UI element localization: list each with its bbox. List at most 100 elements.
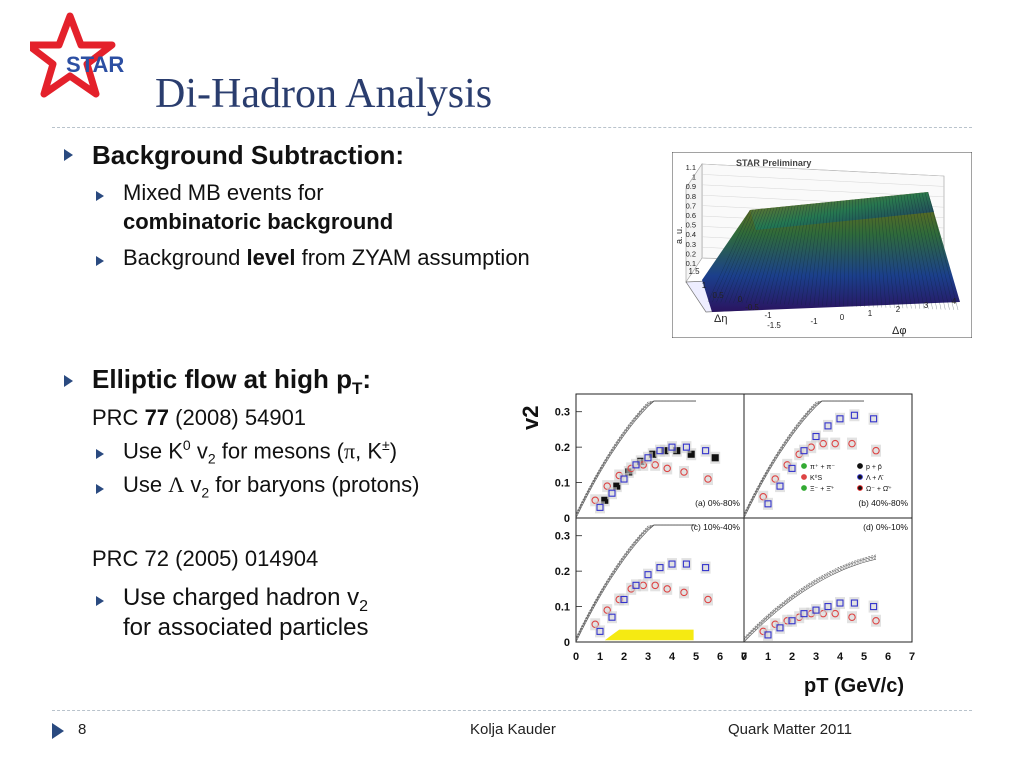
v2-syst-box bbox=[700, 444, 711, 457]
surface-gridline bbox=[701, 163, 945, 177]
v2-syst-box bbox=[638, 458, 649, 471]
surface-mesh-line bbox=[758, 206, 787, 304]
surface-mesh-line bbox=[826, 201, 835, 306]
surface-mesh-line bbox=[891, 195, 908, 309]
v2-panel-label: (d) 0%-10% bbox=[863, 522, 908, 532]
surface-mesh-line bbox=[767, 205, 793, 304]
v2-marker bbox=[651, 461, 659, 469]
v2-marker bbox=[702, 447, 710, 455]
v2-marker bbox=[682, 443, 690, 451]
surface-phi-tick: 4 bbox=[952, 297, 957, 306]
surface-z-tick: 0.8 bbox=[686, 192, 696, 201]
v2-marker bbox=[680, 468, 688, 476]
surface-mesh-line bbox=[867, 198, 874, 308]
surface-mesh-line bbox=[733, 208, 769, 303]
v2-syst-box bbox=[643, 568, 653, 581]
footer-author: Kolja Kauder bbox=[470, 721, 556, 738]
v2-syst-box bbox=[787, 614, 797, 627]
v2-marker bbox=[824, 422, 832, 430]
v2-syst-box bbox=[679, 465, 689, 478]
surface-mesh-line bbox=[805, 202, 820, 306]
v2-syst-box bbox=[799, 607, 809, 620]
surface-mesh-line bbox=[784, 204, 805, 305]
v2-marker bbox=[620, 595, 628, 604]
zyam-line: Background level from ZYAM assumption bbox=[123, 245, 530, 270]
surface-mesh-line bbox=[858, 199, 861, 307]
surface-mesh-line bbox=[903, 194, 925, 309]
v2-syst-box bbox=[655, 561, 665, 574]
v2-legend-entry: p + p̄ bbox=[866, 464, 882, 471]
mixed-events-line2: combinatoric background bbox=[123, 209, 394, 234]
surface-phi-tick: 2 bbox=[896, 305, 901, 314]
v2-syst-box bbox=[811, 604, 821, 617]
v2-syst-box bbox=[703, 473, 713, 486]
v2-marker bbox=[819, 439, 827, 448]
surface-mesh-line bbox=[879, 196, 891, 308]
v2-legend-entry: K⁰S bbox=[810, 474, 822, 482]
section-background-heading: Background Subtraction: bbox=[92, 140, 405, 170]
footer-divider bbox=[52, 710, 972, 711]
v2-syst-box bbox=[775, 480, 785, 493]
surface-z-tick: 0.1 bbox=[686, 259, 696, 268]
v2-legend-entry: Ω⁻ + Ω̄⁺ bbox=[866, 486, 892, 493]
surface-mesh-line bbox=[745, 207, 778, 304]
v2-y-tick-label: 0 bbox=[564, 513, 570, 525]
v2-syst-box bbox=[849, 409, 860, 422]
v2-syst-box bbox=[631, 458, 641, 471]
v2-hydro-curve bbox=[743, 558, 877, 643]
surface-mesh-line bbox=[762, 205, 790, 304]
surface-eta-tick: -1 bbox=[764, 311, 772, 320]
v2-hydro-curve bbox=[575, 400, 696, 516]
v2-syst-box bbox=[631, 579, 641, 592]
surface-eta-tick: 1.5 bbox=[688, 267, 700, 276]
v2-marker bbox=[800, 447, 808, 455]
v2-marker bbox=[824, 603, 832, 611]
v2-syst-box bbox=[806, 441, 817, 454]
v2-hydro-curve bbox=[575, 524, 696, 638]
v2-marker bbox=[704, 595, 712, 604]
v2-legend-marker bbox=[857, 485, 863, 491]
v2-trigger-band bbox=[604, 629, 694, 641]
v2-marker bbox=[870, 415, 878, 423]
page-number: 8 bbox=[78, 721, 87, 738]
section-elliptic-heading: Elliptic flow at high pT: bbox=[92, 364, 372, 399]
surface-mesh-line bbox=[754, 206, 784, 304]
v2-syst-box bbox=[823, 600, 833, 613]
v2-x-tick-label: 4 bbox=[837, 651, 844, 663]
surface-mesh-line bbox=[843, 200, 847, 307]
v2-marker bbox=[632, 581, 640, 589]
charged-hadron-line1: Use charged hadron v2 bbox=[123, 584, 369, 615]
surface-phi-ticks: -1 0 1 2 3 4 bbox=[810, 297, 956, 326]
surface-mesh-line bbox=[847, 199, 850, 307]
v2-marker bbox=[668, 443, 676, 451]
reference-prc72: PRC 72 (2005) 014904 bbox=[92, 546, 319, 571]
v2-marker bbox=[788, 464, 796, 472]
v2-x-tick-label: 0 bbox=[741, 651, 747, 663]
v2-marker bbox=[656, 447, 664, 455]
v2-y-tick-label: 0.3 bbox=[555, 531, 570, 543]
v2-syst-box bbox=[868, 600, 879, 613]
surface-mesh-line bbox=[775, 205, 799, 305]
v2-x-tick-label: 4 bbox=[669, 651, 676, 663]
surface-z-tick: 0.9 bbox=[686, 182, 696, 191]
v2-syst-box bbox=[662, 582, 673, 595]
surface-eta-tick: 0.5 bbox=[712, 291, 724, 300]
surface-phi-tick: 0 bbox=[840, 313, 845, 322]
v2-syst-box bbox=[763, 628, 773, 641]
v2-marker bbox=[831, 439, 839, 448]
v2-marker bbox=[836, 415, 844, 423]
surface-mesh-line bbox=[921, 192, 950, 310]
v2-marker bbox=[872, 616, 880, 625]
v2-y-tick-label: 0.3 bbox=[555, 407, 570, 419]
v2-marker bbox=[682, 560, 690, 568]
surface-mesh-line bbox=[864, 198, 870, 308]
v2-x-tick-label: 0 bbox=[573, 651, 579, 663]
surface-z-tick: 0.2 bbox=[686, 249, 696, 258]
v2-syst-box bbox=[830, 437, 841, 450]
v2-syst-box bbox=[799, 444, 809, 457]
v2-marker bbox=[644, 454, 652, 462]
surface-mesh-line bbox=[830, 201, 838, 306]
surface-mesh-line bbox=[909, 193, 933, 310]
v2-syst-box bbox=[763, 497, 773, 510]
v2-marker bbox=[711, 454, 719, 462]
